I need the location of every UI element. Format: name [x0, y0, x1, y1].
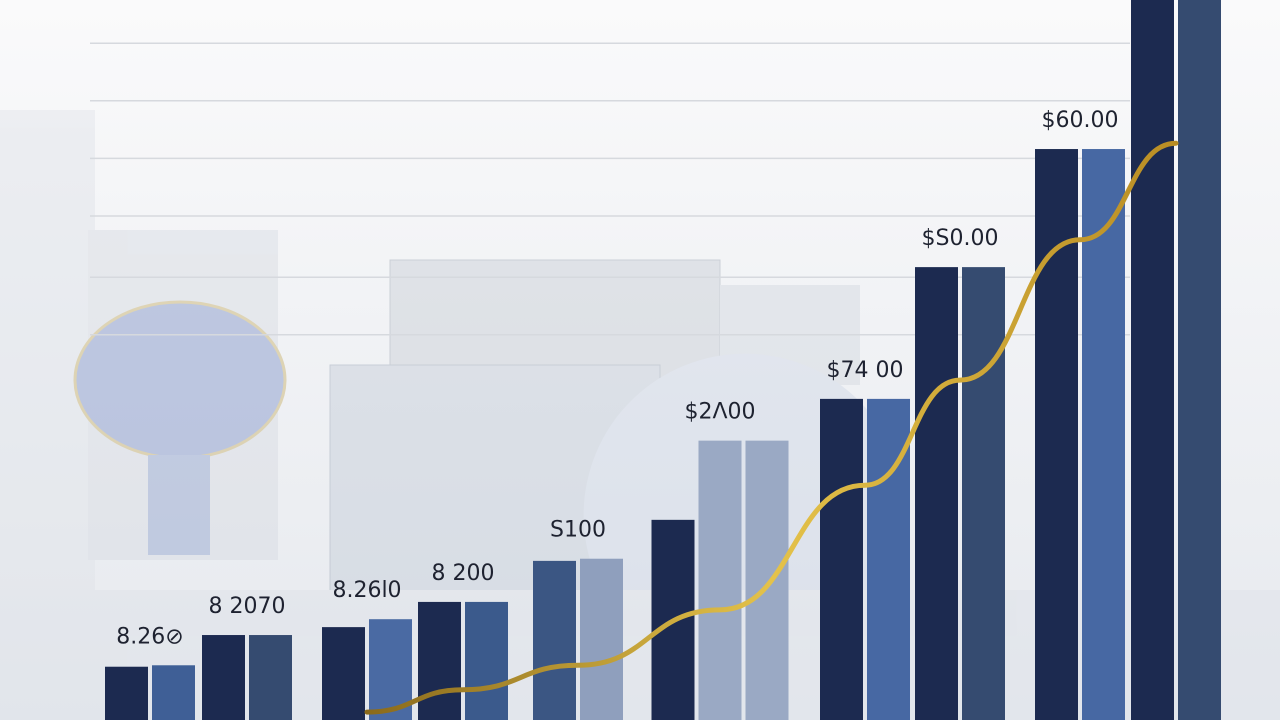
value-label: 8.26l0	[332, 578, 401, 603]
bar	[698, 440, 742, 720]
bar	[962, 267, 1005, 720]
value-label: $74 00	[827, 358, 904, 383]
value-label: $S0.00	[922, 226, 999, 251]
bar	[249, 635, 292, 720]
bar	[152, 665, 195, 720]
bar	[465, 601, 508, 720]
bar	[580, 558, 623, 720]
bar	[915, 267, 958, 720]
bar	[1178, 0, 1221, 720]
value-label: $2Λ00	[684, 400, 755, 425]
bar	[1082, 149, 1125, 720]
bar	[418, 601, 461, 720]
bars	[105, 0, 1221, 720]
value-label: 8 200	[432, 561, 495, 586]
bar	[533, 560, 576, 720]
value-label: S100	[550, 518, 606, 543]
bar	[820, 398, 863, 720]
bar	[202, 635, 245, 720]
bar	[1131, 0, 1174, 720]
bar	[322, 627, 365, 720]
bar	[745, 440, 789, 720]
trend-line	[364, 140, 1179, 715]
value-label: 8 2070	[209, 594, 286, 619]
value-label: 8.26⊘	[116, 624, 183, 649]
value-label: $60.00	[1042, 108, 1119, 133]
bar	[1035, 149, 1078, 720]
value-labels: 8.26⊘ 8 2070 8.26l0 8 200 S100 $2Λ00 $74 00 $S0…	[116, 108, 1118, 649]
trend-line	[364, 140, 1179, 715]
bar	[105, 666, 148, 720]
